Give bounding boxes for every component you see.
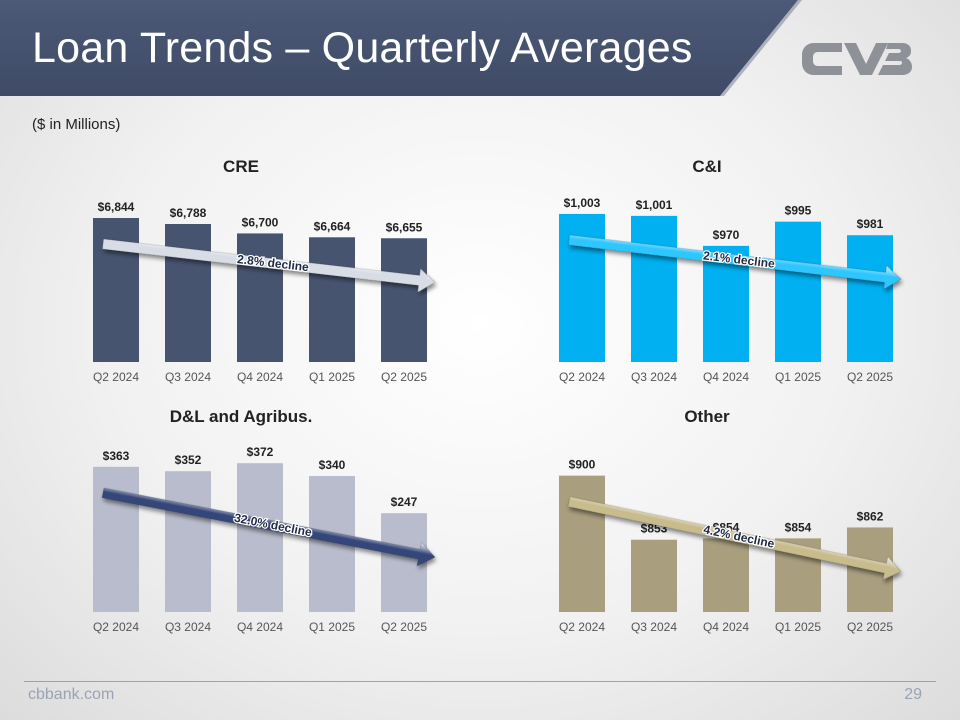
x-tick-label: Q3 2024	[631, 620, 677, 634]
data-label: $1,003	[564, 196, 601, 210]
ci-chart: C&I $1,003 Q2 2024 $1,001 Q3 2024 $970 Q4 2024…	[528, 150, 902, 390]
data-label: $6,700	[242, 215, 279, 229]
x-tick-label: Q3 2024	[165, 620, 211, 634]
cvb-logo	[802, 43, 912, 75]
x-tick-label: Q4 2024	[703, 620, 749, 634]
bar-q2-2024	[93, 466, 139, 612]
data-label: $363	[103, 449, 130, 463]
data-label: $900	[569, 458, 596, 472]
bar-q2-2025	[381, 238, 427, 362]
data-label: $372	[247, 445, 274, 459]
trend-arrow	[568, 234, 902, 290]
bar-q4-2024	[237, 463, 283, 612]
x-tick-label: Q2 2024	[559, 370, 605, 384]
bar-q3-2024	[631, 215, 677, 362]
bar-q2-2024	[93, 218, 139, 362]
bar-q3-2024	[631, 539, 677, 612]
data-label: $995	[785, 204, 812, 218]
data-label: $981	[857, 217, 884, 231]
page-number: 29	[904, 686, 922, 703]
trend-arrow	[101, 487, 436, 567]
x-tick-label: Q4 2024	[237, 370, 283, 384]
bar-q3-2024	[165, 471, 211, 612]
x-tick-label: Q2 2025	[381, 620, 427, 634]
bar-q1-2025	[775, 221, 821, 362]
chart-svg: C&I $1,003 Q2 2024 $1,001 Q3 2024 $970 Q4 2024…	[559, 157, 902, 384]
x-tick-label: Q2 2025	[847, 370, 893, 384]
data-label: $247	[391, 495, 418, 509]
chart-title: CRE	[223, 157, 259, 176]
x-tick-label: Q2 2025	[381, 370, 427, 384]
x-tick-label: Q4 2024	[237, 620, 283, 634]
page-title: Loan Trends – Quarterly Averages	[32, 24, 693, 72]
chart-svg: D&L and Agribus. $363 Q2 2024 $352 Q3 2024 $3…	[93, 407, 436, 634]
chart-svg: CRE $6,844 Q2 2024 $6,788 Q3 2024 $6,700 Q4 20…	[93, 157, 436, 384]
footer-website: cbbank.com	[28, 686, 115, 703]
bar-q4-2024	[703, 538, 749, 612]
bar-q3-2024	[165, 224, 211, 362]
cre-chart: CRE $6,844 Q2 2024 $6,788 Q3 2024 $6,700 Q4 20…	[62, 150, 436, 390]
data-label: $6,844	[98, 200, 135, 214]
data-label: $340	[319, 458, 346, 472]
other-chart: Other $900 Q2 2024 $853 Q3 2024 $854 Q4 2024 $8…	[528, 400, 902, 640]
x-tick-label: Q2 2024	[93, 370, 139, 384]
x-tick-label: Q1 2025	[309, 370, 355, 384]
title-banner	[0, 0, 802, 96]
chart-title: C&I	[692, 157, 721, 176]
x-tick-label: Q1 2025	[309, 620, 355, 634]
chart-title: D&L and Agribus.	[170, 407, 313, 426]
trend-arrow	[567, 496, 902, 581]
bar-q2-2024	[559, 475, 605, 612]
x-tick-label: Q3 2024	[165, 370, 211, 384]
x-tick-label: Q2 2024	[93, 620, 139, 634]
chart-title: Other	[684, 407, 730, 426]
footer-divider	[24, 681, 936, 682]
units-note: ($ in Millions)	[32, 116, 121, 133]
data-label: $1,001	[636, 198, 673, 212]
x-tick-label: Q1 2025	[775, 370, 821, 384]
bar-q4-2024	[237, 233, 283, 362]
bar-q2-2025	[847, 235, 893, 362]
trend-arrow	[102, 238, 436, 293]
x-tick-label: Q1 2025	[775, 620, 821, 634]
data-label: $854	[785, 520, 812, 534]
data-label: $6,664	[314, 219, 351, 233]
data-label: $352	[175, 453, 202, 467]
x-tick-label: Q2 2024	[559, 620, 605, 634]
x-tick-label: Q4 2024	[703, 370, 749, 384]
dl-agribus-chart: D&L and Agribus. $363 Q2 2024 $352 Q3 2024 $3…	[62, 400, 436, 640]
x-tick-label: Q3 2024	[631, 370, 677, 384]
data-label: $862	[857, 509, 884, 523]
x-tick-label: Q2 2025	[847, 620, 893, 634]
data-label: $970	[713, 228, 740, 242]
data-label: $6,655	[386, 220, 423, 234]
bar-q1-2025	[309, 237, 355, 362]
data-label: $6,788	[170, 206, 207, 220]
